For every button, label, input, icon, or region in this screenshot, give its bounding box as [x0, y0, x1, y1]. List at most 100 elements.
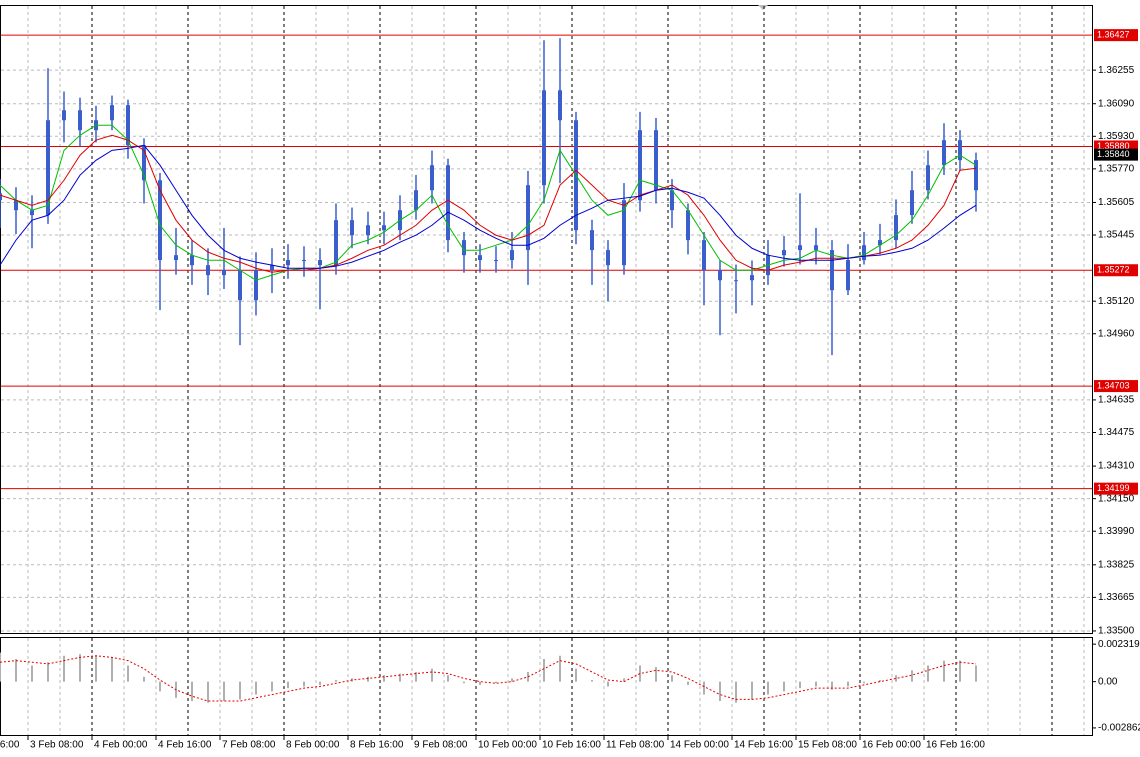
macd-bar [495, 681, 497, 684]
macd-bar [719, 681, 721, 702]
candle-body [494, 260, 498, 262]
candle-body [270, 265, 274, 271]
macd-bar [511, 678, 513, 682]
y-tick-label: 1.34475 [1098, 427, 1135, 438]
candle-body [142, 145, 146, 181]
macd-bar [431, 668, 433, 682]
x-tick-label: 14 Feb 00:00 [670, 740, 729, 751]
macd-bar [831, 681, 833, 690]
candle-body [798, 245, 802, 251]
candle-body [702, 240, 706, 271]
candle-body [958, 140, 962, 161]
candle-body [910, 190, 914, 216]
candle-body [830, 250, 834, 291]
macd-bar [223, 681, 225, 702]
macd-bar [47, 662, 49, 682]
candle-body [846, 260, 850, 291]
macd-bar [287, 681, 289, 689]
level-label: 1.34199 [1097, 483, 1130, 493]
candle-body [414, 190, 418, 211]
x-tick-label: 14 Feb 16:00 [734, 740, 793, 751]
candle-body [974, 160, 978, 191]
macd-bar [319, 681, 321, 685]
candle-body [30, 210, 34, 216]
macd-bar [271, 681, 273, 692]
candle-body [350, 220, 354, 236]
macd-bar [255, 681, 257, 695]
x-tick-label: 4 Feb 00:00 [94, 740, 148, 751]
macd-bar [815, 681, 817, 687]
macd-bar [687, 681, 689, 685]
candle-body [62, 110, 66, 121]
macd-bar [623, 678, 625, 682]
y-tick-label: 1.34310 [1098, 461, 1135, 472]
macd-bar [767, 681, 769, 695]
macd-bar [639, 665, 641, 682]
macd-bar [591, 680, 593, 682]
current-price-tag [1094, 148, 1138, 161]
candle-body [526, 185, 530, 251]
y-tick-label: 1.35770 [1098, 164, 1135, 175]
main-panel-frame [0, 5, 1093, 634]
macd-bar [15, 659, 17, 682]
candle-body [478, 255, 482, 261]
y-tick-label: 1.34150 [1098, 493, 1135, 504]
macd-bar [31, 665, 33, 682]
y-tick-label: 0.002319 [1098, 639, 1140, 650]
x-tick-label: 10 Feb 16:00 [542, 740, 601, 751]
candle-body [382, 225, 386, 231]
candle-body [510, 250, 514, 261]
macd-bar [367, 676, 369, 682]
macd-bar [735, 681, 737, 703]
candle-body [590, 230, 594, 251]
y-tick-label: 1.34635 [1098, 395, 1135, 406]
candle-body [814, 245, 818, 251]
macd-bar [783, 681, 785, 692]
candle-body [558, 90, 562, 121]
macd-bar [543, 659, 545, 682]
level-label: 1.35272 [1097, 265, 1130, 275]
x-tick-label: 10 Feb 00:00 [478, 740, 537, 751]
moving-average [0, 144, 977, 269]
candle-body [638, 130, 642, 201]
macd-bar [159, 681, 161, 692]
macd-bar [975, 665, 977, 682]
macd-bar [207, 681, 209, 703]
macd-bar [751, 681, 753, 700]
y-tick-label: 1.34960 [1098, 328, 1135, 339]
macd-bar [703, 681, 705, 695]
macd-bar [95, 655, 97, 682]
candle-body [238, 270, 242, 301]
candle-body [686, 210, 690, 241]
macd-bar [607, 681, 609, 687]
candle-body [654, 130, 658, 191]
macd-bar [655, 667, 657, 682]
y-tick-label: 1.35605 [1098, 197, 1135, 208]
x-tick-label: 16 Feb 16:00 [926, 740, 985, 751]
y-tick-label: 1.33665 [1098, 592, 1135, 603]
candle-body [606, 250, 610, 266]
moving-average [0, 134, 977, 273]
level-label: 1.35880 [1097, 141, 1130, 151]
candle-body [206, 265, 210, 276]
macd-bar [239, 681, 241, 700]
candle-body [670, 190, 674, 211]
candle-body [0, 193, 2, 201]
y-tick-label: 1.35930 [1098, 131, 1135, 142]
x-tick-label: 8 Feb 00:00 [286, 740, 340, 751]
macd-bar [127, 665, 129, 682]
moving-average [0, 124, 977, 281]
candle-body [734, 280, 738, 282]
macd-bar [927, 665, 929, 682]
macd-bar [0, 652, 1, 682]
y-tick-label: 1.33990 [1098, 526, 1135, 537]
candle-body [190, 255, 194, 266]
candle-body [286, 260, 290, 266]
macd-bar [911, 670, 913, 682]
macd-bar [671, 675, 673, 682]
level-tag [1094, 29, 1138, 42]
macd-bar [943, 660, 945, 682]
candle-body [334, 220, 338, 266]
level-label: 1.34703 [1097, 380, 1130, 390]
